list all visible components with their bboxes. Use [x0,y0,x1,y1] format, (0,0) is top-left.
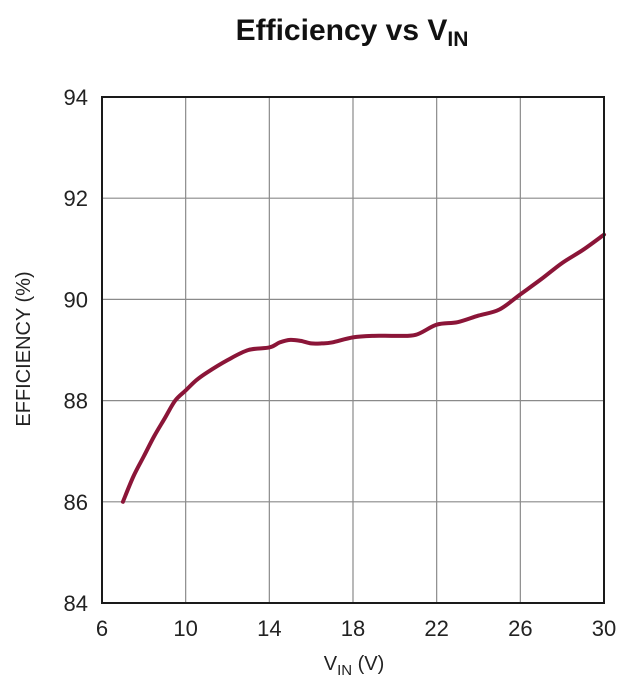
x-tick-label: 10 [173,616,197,641]
y-tick-labels: 84 86 88 90 92 94 [64,85,88,616]
x-tick-label: 14 [257,616,281,641]
x-axis-label: VIN (V) [324,653,385,679]
x-tick-label: 6 [96,616,108,641]
x-axis-label-suffix: (V) [352,653,384,675]
y-tick-label: 84 [64,591,88,616]
y-tick-label: 94 [64,85,88,110]
y-tick-label: 90 [64,287,88,312]
x-tick-label: 26 [508,616,532,641]
x-tick-label: 18 [341,616,365,641]
chart-title-subscript: IN [447,28,468,51]
efficiency-series-line [120,232,606,504]
x-tick-label: 22 [424,616,448,641]
chart-title-main: Efficiency vs V [236,14,448,47]
plot-frame [101,96,605,604]
y-axis-label: EFFICIENCY (%) [13,271,35,426]
y-tick-label: 86 [64,490,88,515]
y-tick-label: 88 [64,389,88,414]
x-tick-label: 30 [592,616,616,641]
y-tick-label: 92 [64,186,88,211]
x-axis-label-main: V [324,653,338,675]
x-tick-labels: 6 10 14 18 22 26 30 [96,616,616,641]
x-axis-label-subscript: IN [337,662,352,679]
series-group [120,232,606,504]
chart-title: Efficiency vs VIN [236,14,469,51]
grid-lines [102,97,604,603]
